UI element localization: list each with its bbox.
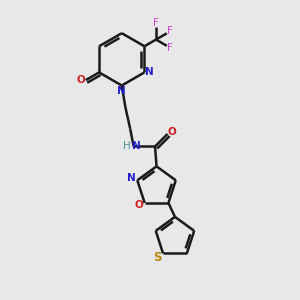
Text: H: H [123, 141, 131, 152]
Text: O: O [134, 200, 143, 210]
Text: N: N [127, 173, 136, 183]
Text: F: F [167, 43, 173, 53]
Text: O: O [76, 75, 85, 85]
Text: N: N [146, 68, 154, 77]
Text: F: F [153, 18, 159, 28]
Text: N: N [117, 86, 126, 96]
Text: N: N [132, 141, 140, 152]
Text: S: S [154, 250, 162, 263]
Text: F: F [167, 26, 173, 36]
Text: O: O [167, 127, 176, 136]
